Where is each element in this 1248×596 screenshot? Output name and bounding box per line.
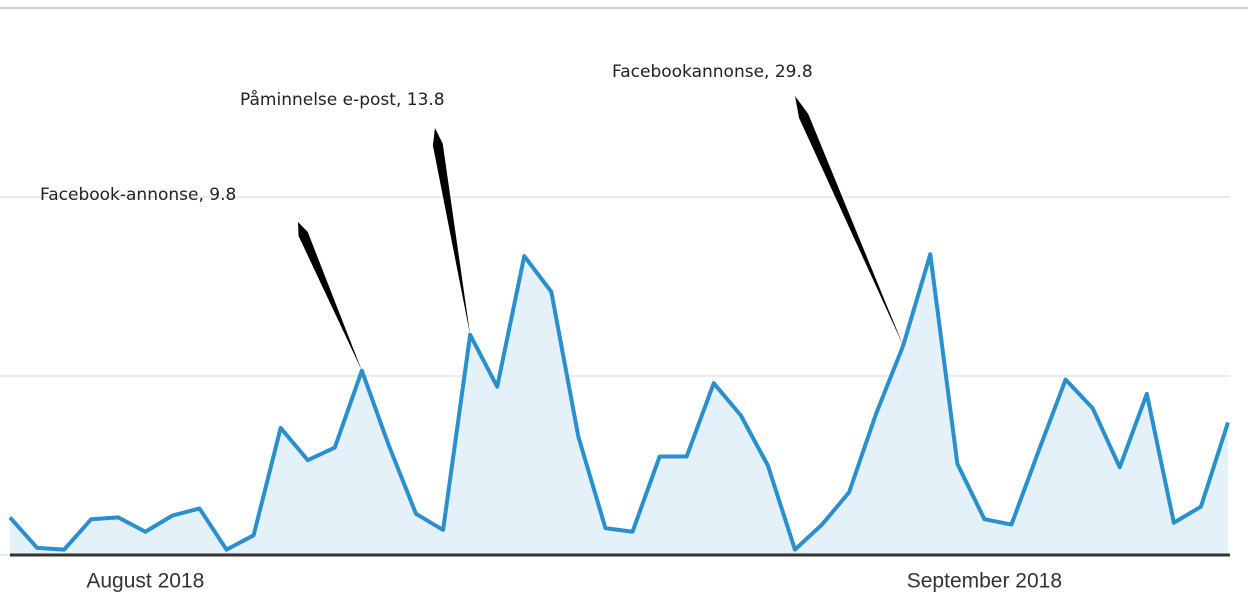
annotation-text: Facebookannonse, 29.8 xyxy=(612,62,813,82)
annotation-pointer xyxy=(298,222,362,371)
line xyxy=(8,252,1230,552)
annotation-text: Facebook-annonse, 9.8 xyxy=(40,185,236,205)
x-tick-label: September 2018 xyxy=(907,570,1062,593)
annotation-pointer xyxy=(432,128,471,335)
area-fill xyxy=(10,254,1228,555)
x-tick-label: August 2018 xyxy=(86,570,204,593)
annotation-text: Påminnelse e-post, 13.8 xyxy=(240,89,445,110)
annotation-pointer xyxy=(795,96,904,346)
